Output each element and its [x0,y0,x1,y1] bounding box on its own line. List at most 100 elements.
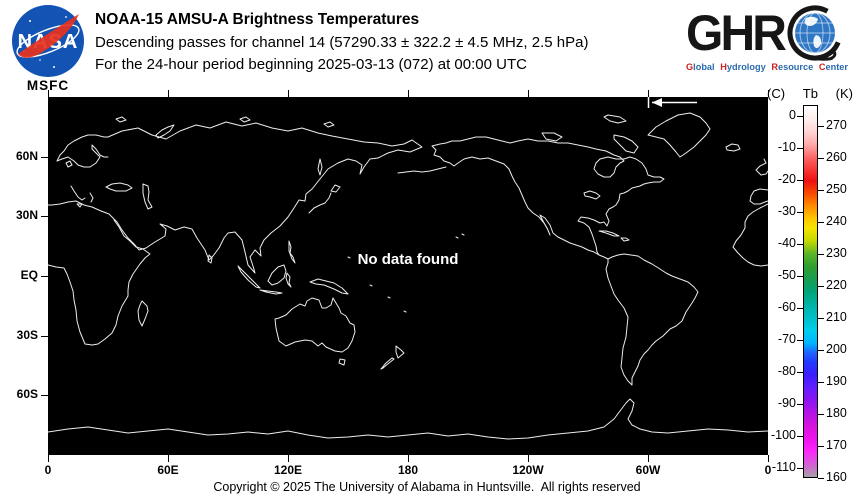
colorbar-kelvin-tick [818,126,824,127]
pacific-islands [347,233,465,313]
colorbar-unit-celsius: (C) [767,86,786,101]
colorbar-kelvin-tick [818,350,824,351]
colorbar-kelvin-tick [818,222,824,223]
lat-tick-label: 30S [16,328,38,342]
colorbar-celsius-tick [797,468,803,469]
colorbar-celsius-label: -60 [777,300,796,314]
colorbar-celsius-label: -90 [777,396,796,410]
pass-start-marker [647,97,697,108]
colorbar-kelvin-tick [818,382,824,383]
nasa-logo: NASA [12,5,84,77]
ghrc-caption-word: Hydrology [720,62,766,72]
world-map [47,97,769,455]
lon-tick-bottom [768,455,769,462]
lat-tick [41,276,48,277]
coast-africa-west-wrap [732,158,769,267]
nasa-logo-stars [23,16,75,68]
colorbar-kelvin-tick [818,254,824,255]
lon-tick-top [648,90,649,97]
lon-tick-label: 120E [273,463,303,477]
lat-tick [41,336,48,337]
lon-tick-top [288,90,289,97]
lon-tick-top [408,90,409,97]
lon-tick-top [528,90,529,97]
colorbar-kelvin-label: 260 [826,150,847,164]
lat-tick [41,395,48,396]
msfc-label: MSFC [26,78,70,93]
lon-tick-label: 120W [512,463,544,477]
colorbar-kelvin-label: 230 [826,246,847,260]
colorbar-kelvin-label: 160 [826,470,847,484]
colorbar-unit-kelvin: (K) [835,86,853,101]
colorbar-kelvin-tick [818,318,824,319]
copyright-notice: Copyright © 2025 The University of Alaba… [213,480,641,494]
no-data-message: No data found [357,251,459,268]
globe-base [815,57,833,61]
colorbar-celsius-label: -30 [777,204,796,218]
colorbar-celsius-tick [797,212,803,213]
colorbar-kelvin-tick [818,478,824,479]
ghrc-caption-word: Global [686,62,715,72]
lon-tick-top [768,90,769,97]
colorbar-celsius-label: -80 [777,364,796,378]
colorbar-celsius-label: -110 [771,460,796,474]
ghrc-caption: Global Hydrology Resource Center [686,62,848,72]
colorbar-celsius-label: -20 [777,172,796,186]
lon-tick-top [168,90,169,97]
colorbar-kelvin-label: 240 [826,214,847,228]
nasa-logo-swoosh [18,14,79,58]
colorbar-kelvin-tick [818,446,824,447]
colorbar-kelvin-tick [818,414,824,415]
coast-africa [47,219,151,346]
colorbar-kelvin-label: 200 [826,342,847,356]
coast-south-america [605,253,699,386]
colorbar-celsius-label: -40 [777,236,796,250]
colorbar-kelvin-tick [818,158,824,159]
lon-tick-top [48,90,49,97]
colorbar-kelvin-label: 220 [826,278,847,292]
colorbar-kelvin-tick [818,190,824,191]
lon-tick-label: 60W [635,463,661,477]
world-map-coastlines [47,97,769,440]
lon-tick-bottom [288,455,289,462]
colorbar-celsius-label: -100 [770,428,796,442]
coast-north-america [397,136,665,260]
colorbar-celsius-tick [797,276,803,277]
ghrc-logo-graphic: GHR [686,5,843,61]
colorbar-celsius-label: -50 [777,268,796,282]
lon-tick-label: 0 [44,463,52,477]
coast-antarctica [47,398,769,440]
colorbar-celsius-tick [797,404,803,405]
coast-arctic-islands [115,112,741,158]
lat-tick-label: 60N [15,149,38,163]
colorbar-celsius-tick [797,116,803,117]
ghrc-caption-word: Resource [771,62,814,72]
lat-tick-label: EQ [20,268,38,282]
lat-tick [41,216,48,217]
lon-tick-bottom [48,455,49,462]
colorbar-celsius-tick [797,180,803,181]
colorbar-kelvin-tick [818,286,824,287]
colorbar-celsius-tick [797,436,803,437]
lon-tick-label: 60E [157,463,179,477]
colorbar-celsius-tick [797,340,803,341]
page-title: NOAA-15 AMSU-A Brightness Temperatures [95,11,420,28]
globe-continents [804,16,822,49]
colorbar-celsius-tick [797,148,803,149]
colorbar-unit-tb: Tb [802,86,818,101]
lat-tick-label: 30N [15,208,38,222]
subtitle-channel: Descending passes for channel 14 (57290.… [95,34,589,51]
colorbar-celsius-tick [797,244,803,245]
colorbar-celsius-label: 0 [789,108,796,122]
colorbar-kelvin-label: 210 [826,310,847,324]
lon-tick-bottom [648,455,649,462]
colorbar-kelvin-label: 250 [826,182,847,196]
coast-europe [56,134,153,210]
lon-tick-bottom [168,455,169,462]
coast-asia-islands [207,158,349,295]
lat-tick [41,157,48,158]
colorbar-units: (C) Tb (K) [767,86,853,101]
coast-australia [137,297,405,370]
colorbar-celsius-tick [797,308,803,309]
